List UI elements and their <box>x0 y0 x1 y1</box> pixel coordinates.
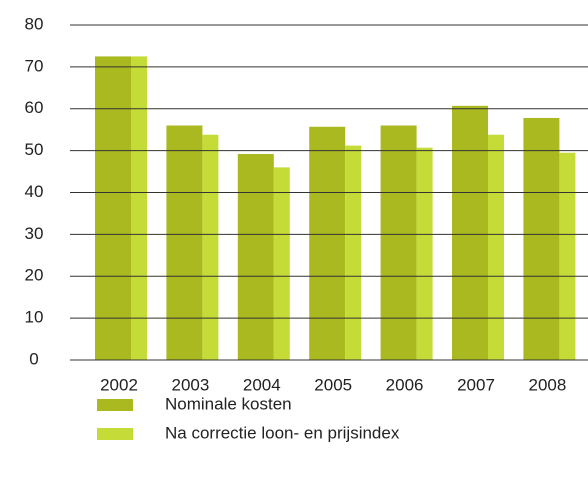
bar <box>166 125 203 360</box>
y-tick-label: 30 <box>25 224 44 243</box>
x-tick-label: 2008 <box>528 375 566 394</box>
y-tick-label: 40 <box>25 182 44 201</box>
bar <box>380 125 417 360</box>
x-tick-label: 2004 <box>243 375 281 394</box>
bar <box>345 145 362 360</box>
y-tick-label: 0 <box>29 349 38 368</box>
x-tick-label: 2003 <box>171 375 209 394</box>
bar <box>559 152 576 360</box>
bar <box>131 56 147 360</box>
y-tick-label: 70 <box>25 56 44 75</box>
y-tick-label: 50 <box>25 140 44 159</box>
legend-swatch <box>97 428 133 440</box>
bar <box>273 167 290 360</box>
legend-swatch <box>97 399 133 411</box>
bar <box>309 126 346 360</box>
legend-label: Na correctie loon- en prijsindex <box>165 423 400 442</box>
bar <box>202 134 219 360</box>
bar <box>416 147 433 360</box>
y-tick-label: 60 <box>25 98 44 117</box>
x-tick-label: 2007 <box>457 375 495 394</box>
y-tick-label: 80 <box>25 14 44 33</box>
x-tick-label: 2006 <box>386 375 424 394</box>
bar <box>95 56 131 360</box>
legend-label: Nominale kosten <box>165 394 292 413</box>
bar <box>488 134 504 360</box>
y-tick-label: 10 <box>25 308 44 327</box>
x-tick-label: 2002 <box>100 375 138 394</box>
x-tick-label: 2005 <box>314 375 352 394</box>
bar <box>237 153 274 360</box>
bar <box>523 117 560 361</box>
y-tick-label: 20 <box>25 266 44 285</box>
bar <box>452 105 488 360</box>
